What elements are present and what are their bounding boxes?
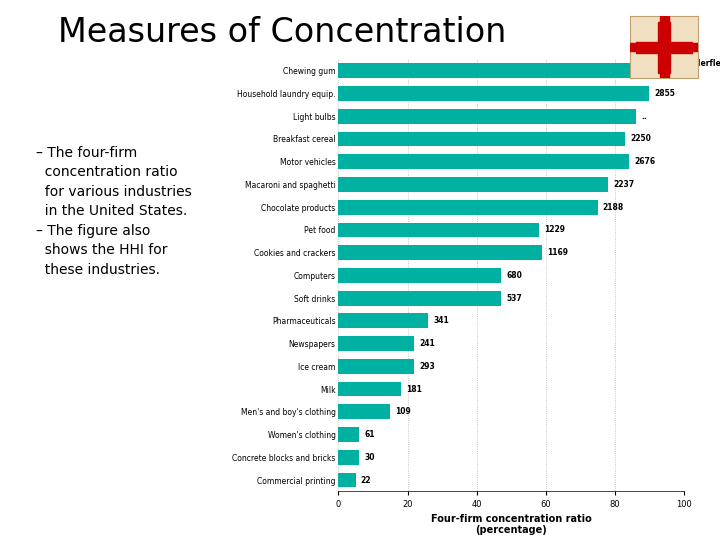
Text: 2855: 2855 bbox=[654, 89, 675, 98]
Bar bbox=[338, 109, 636, 124]
Bar bbox=[338, 336, 415, 351]
Text: – The four-firm
  concentration ratio
  for various industries
  in the United S: – The four-firm concentration ratio for … bbox=[36, 146, 192, 277]
Text: 61: 61 bbox=[364, 430, 375, 439]
Bar bbox=[338, 359, 415, 374]
Bar bbox=[338, 63, 667, 78]
Text: 2676: 2676 bbox=[634, 157, 655, 166]
Bar bbox=[690, 43, 699, 51]
Text: 2250: 2250 bbox=[631, 134, 652, 144]
Text: 293: 293 bbox=[420, 362, 436, 371]
Text: 30: 30 bbox=[364, 453, 375, 462]
Text: ..: .. bbox=[641, 112, 647, 121]
Bar bbox=[658, 42, 670, 53]
Bar bbox=[636, 42, 658, 53]
Text: Measures of Concentration: Measures of Concentration bbox=[58, 16, 506, 49]
Text: 2188: 2188 bbox=[603, 202, 624, 212]
Bar bbox=[338, 268, 501, 283]
Bar bbox=[338, 86, 649, 101]
Text: 1169: 1169 bbox=[547, 248, 569, 257]
Bar bbox=[338, 245, 542, 260]
Text: 537: 537 bbox=[506, 294, 522, 302]
Bar bbox=[338, 291, 501, 306]
Text: 109: 109 bbox=[395, 407, 411, 416]
Text: 680: 680 bbox=[506, 271, 522, 280]
Text: ..: .. bbox=[672, 66, 678, 75]
Text: 1229: 1229 bbox=[544, 225, 565, 234]
Text: 22: 22 bbox=[361, 476, 372, 484]
Bar bbox=[338, 177, 608, 192]
Text: 341: 341 bbox=[433, 316, 449, 326]
Text: 241: 241 bbox=[420, 339, 436, 348]
Bar bbox=[660, 16, 669, 24]
Bar bbox=[338, 404, 390, 419]
Bar bbox=[670, 42, 692, 53]
Bar bbox=[338, 200, 598, 214]
Bar bbox=[338, 132, 625, 146]
Bar bbox=[629, 43, 639, 51]
Bar bbox=[338, 450, 359, 465]
Bar bbox=[658, 53, 670, 73]
Bar bbox=[660, 71, 669, 79]
Bar bbox=[338, 382, 400, 396]
Bar bbox=[338, 314, 428, 328]
X-axis label: Four-firm concentration ratio
(percentage): Four-firm concentration ratio (percentag… bbox=[431, 514, 592, 535]
Bar bbox=[338, 154, 629, 169]
Bar bbox=[338, 222, 539, 237]
Text: 2237: 2237 bbox=[613, 180, 634, 189]
Bar bbox=[658, 22, 670, 42]
Bar bbox=[338, 427, 359, 442]
Text: 181: 181 bbox=[406, 384, 422, 394]
Bar bbox=[338, 472, 356, 488]
Text: Herfledahl-Hirschman Index: Herfledahl-Hirschman Index bbox=[694, 59, 720, 69]
